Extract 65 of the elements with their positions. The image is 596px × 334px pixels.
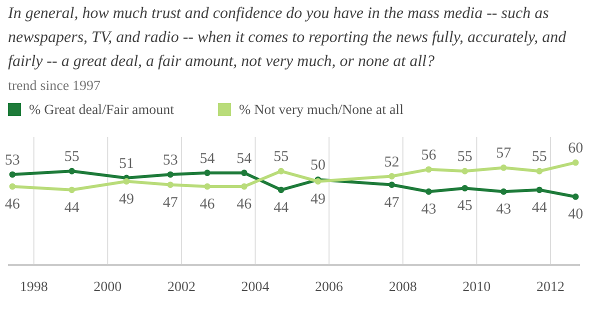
data-label: 50 <box>310 158 326 174</box>
point <box>500 188 507 195</box>
data-label: 43 <box>496 202 512 218</box>
point <box>240 183 248 190</box>
data-label: 56 <box>421 147 437 164</box>
data-label: 46 <box>236 196 252 212</box>
data-label: 52 <box>384 154 400 170</box>
point <box>425 166 432 173</box>
point <box>204 183 210 190</box>
point <box>9 183 16 190</box>
point <box>278 186 284 194</box>
point <box>167 182 174 188</box>
point <box>388 173 395 180</box>
data-label: 47 <box>384 194 400 211</box>
data-label: 55 <box>532 149 547 166</box>
data-label: 44 <box>274 200 290 216</box>
point <box>204 170 210 176</box>
data-label: 54 <box>236 150 252 167</box>
data-label: 53 <box>162 152 178 169</box>
point <box>9 171 16 178</box>
data-label: 45 <box>457 198 472 214</box>
x-tick-label: 2010 <box>462 280 491 295</box>
data-label: 55 <box>274 149 289 166</box>
x-tick-label: 2002 <box>167 280 196 295</box>
data-label: 49 <box>310 191 326 208</box>
x-tick-label: 2012 <box>536 280 564 295</box>
data-label: 43 <box>421 202 436 218</box>
x-tick-label: 2000 <box>94 280 122 295</box>
x-tick-label: 2006 <box>315 280 344 295</box>
data-label: 53 <box>4 152 20 169</box>
data-label: 54 <box>200 150 216 167</box>
chart-title: In general, how much trust and confidence do you have in the mass media -- such as newspapers, TV, and radio -- when it comes to reporting the news fully, accurately, and fairly -- a great deal, a fair amount, not very much, or none at all? <box>7 5 568 70</box>
data-label: 44 <box>532 200 548 216</box>
point <box>425 188 432 195</box>
point <box>240 170 248 176</box>
data-label: 55 <box>64 149 80 166</box>
point <box>536 168 543 174</box>
point <box>167 171 174 178</box>
data-label: 55 <box>457 149 472 166</box>
point <box>68 186 76 194</box>
data-label: 46 <box>4 196 20 212</box>
chart-subtitle: trend since 1997 <box>8 79 101 94</box>
legend-label: % Great deal/Fair amount <box>29 103 174 118</box>
point <box>123 178 130 185</box>
data-label: 40 <box>568 206 584 223</box>
point <box>278 168 284 174</box>
point <box>572 159 579 166</box>
point <box>462 168 468 174</box>
x-tick-label: 1998 <box>20 280 48 295</box>
data-label: 47 <box>162 194 178 211</box>
x-tick-label: 2008 <box>388 280 417 295</box>
point <box>500 164 507 171</box>
data-label: 44 <box>64 200 80 216</box>
data-label: 60 <box>568 140 584 157</box>
legend-label: % Not very much/None at all <box>239 103 404 118</box>
point <box>536 186 543 194</box>
point <box>462 185 468 192</box>
data-label: 46 <box>200 196 216 212</box>
x-tick-label: 2004 <box>241 280 270 295</box>
data-label: 51 <box>118 156 134 172</box>
point <box>572 194 579 200</box>
data-label: 57 <box>496 146 512 162</box>
point <box>388 182 395 188</box>
point <box>68 168 76 174</box>
data-label: 49 <box>118 191 134 208</box>
